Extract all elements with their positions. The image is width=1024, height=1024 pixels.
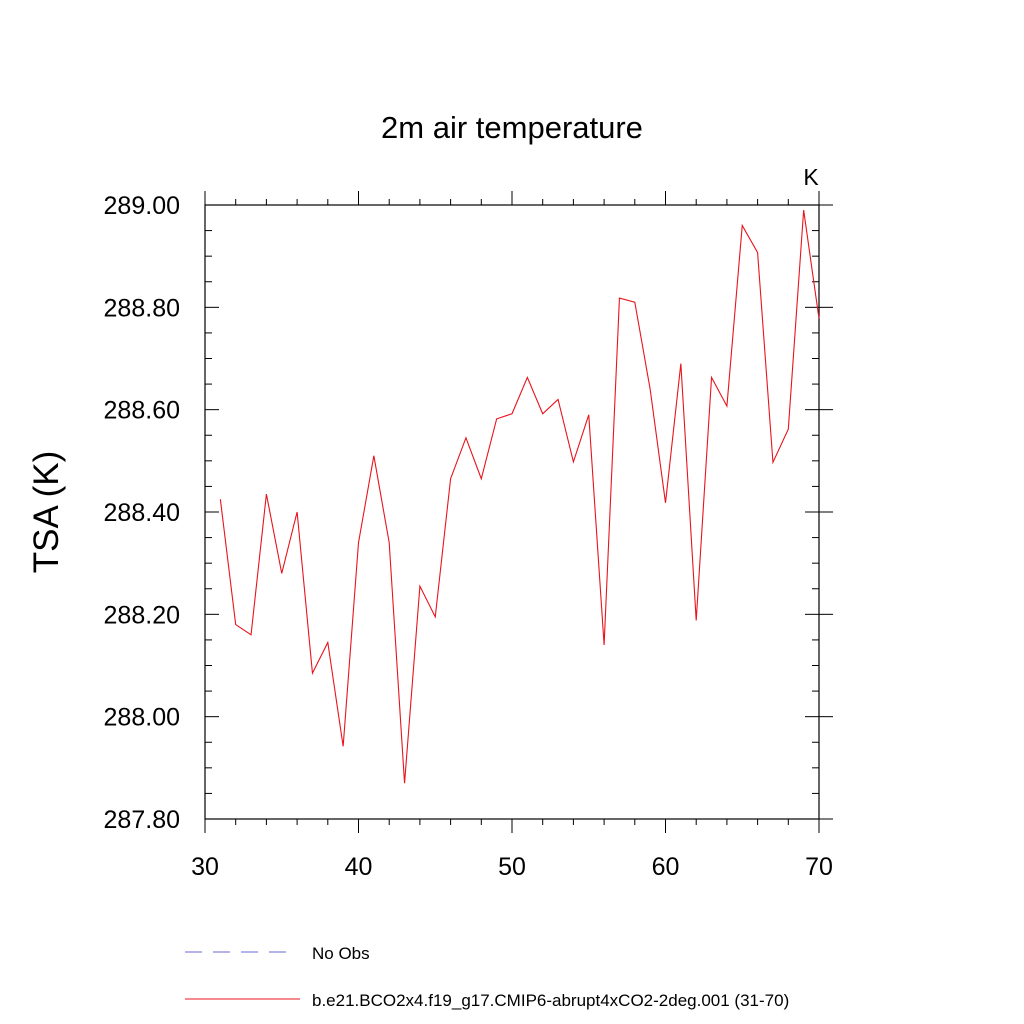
legend-label: b.e21.BCO2x4.f19_g17.CMIP6-abrupt4xCO2-2…: [312, 991, 789, 1010]
y-tick-labels: 287.80 288.00 288.20 288.40 288.60 288.80 289.…: [104, 192, 180, 834]
y-tick-label: 287.80: [104, 806, 180, 834]
y-tick-label: 288.60: [104, 397, 180, 425]
x-tick-labels: 30 40 50 60 70: [191, 853, 833, 881]
y-tick-label: 288.40: [104, 499, 180, 527]
chart-title: 2m air temperature: [381, 110, 643, 145]
data-series-line: [219, 210, 820, 784]
y-tick-label: 288.80: [104, 294, 180, 322]
axis-ticks: [204, 191, 833, 833]
y-tick-label: 288.00: [104, 704, 180, 732]
x-tick-label: 60: [652, 853, 680, 881]
x-tick-label: 40: [345, 853, 373, 881]
x-tick-label: 30: [191, 853, 219, 881]
y-tick-label: 288.20: [104, 601, 180, 629]
y-axis-title: TSA (K): [27, 451, 66, 574]
legend-label: No Obs: [312, 944, 370, 963]
units-label: K: [803, 164, 819, 190]
y-tick-label: 289.00: [104, 192, 180, 220]
legend: No Obs b.e21.BCO2x4.f19_g17.CMIP6-abrupt4…: [185, 944, 789, 1010]
x-tick-label: 50: [498, 853, 526, 881]
x-tick-label: 70: [805, 853, 833, 881]
series-layer: [219, 210, 820, 784]
